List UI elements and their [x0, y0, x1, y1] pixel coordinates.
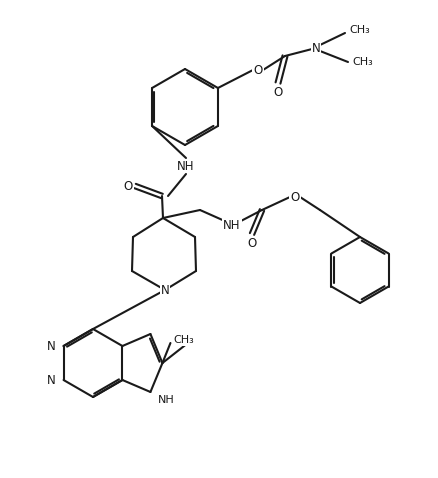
Text: N: N	[161, 283, 170, 296]
Text: O: O	[253, 64, 263, 76]
Text: NH: NH	[177, 160, 195, 173]
Text: NH: NH	[223, 218, 241, 231]
Text: CH₃: CH₃	[349, 25, 370, 35]
Text: O: O	[247, 237, 257, 250]
Text: N: N	[47, 373, 56, 387]
Text: N: N	[311, 42, 320, 54]
Text: O: O	[290, 191, 300, 204]
Text: O: O	[124, 180, 133, 193]
Text: CH₃: CH₃	[352, 57, 373, 67]
Text: O: O	[273, 86, 283, 98]
Text: NH: NH	[157, 395, 174, 405]
Text: N: N	[47, 339, 56, 352]
Text: CH₃: CH₃	[173, 335, 194, 345]
